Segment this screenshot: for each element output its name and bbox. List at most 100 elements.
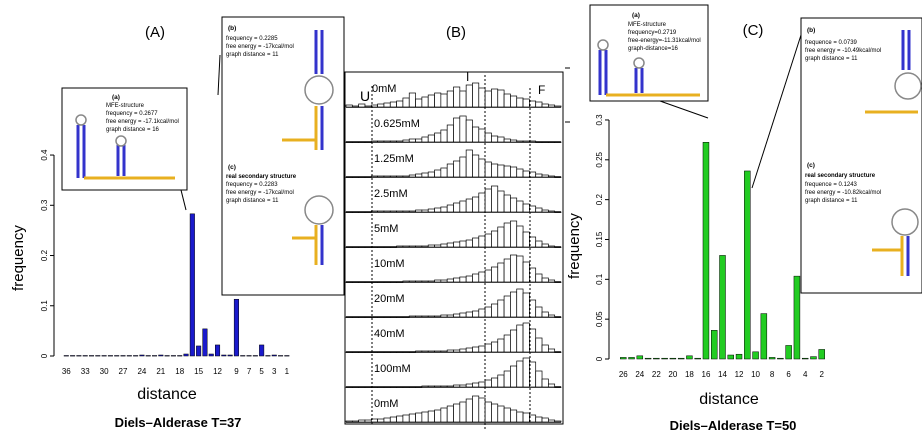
histogram-bar <box>358 419 366 423</box>
histogram-bar <box>541 174 549 178</box>
bar <box>215 344 221 357</box>
y-tick-label: 0.25 <box>595 151 604 167</box>
histogram-bar <box>465 119 473 143</box>
histogram-bar <box>459 384 467 388</box>
x-tick-label: 16 <box>702 370 711 379</box>
histogram-bar <box>478 308 486 318</box>
histogram-bar <box>364 176 372 178</box>
histogram-bar <box>421 209 429 213</box>
histogram-bar <box>351 141 359 143</box>
histogram-bar <box>497 338 505 353</box>
x-tick-label: 10 <box>751 370 760 379</box>
histogram-bar <box>541 344 549 353</box>
histogram-bar <box>415 173 423 178</box>
histogram-bar <box>440 129 448 143</box>
histogram-bar <box>408 351 416 353</box>
histogram-bar <box>389 351 397 353</box>
histogram-bar <box>541 378 549 388</box>
histogram-bar <box>408 174 416 178</box>
histogram-bar <box>408 245 416 248</box>
bar <box>694 357 701 360</box>
bar <box>221 354 227 357</box>
bar <box>785 345 792 360</box>
histogram-bar <box>472 154 480 178</box>
bar <box>145 355 151 357</box>
histogram-bar <box>345 246 353 248</box>
bar <box>284 355 290 357</box>
x-tick-label: 24 <box>635 370 644 379</box>
bar <box>653 357 660 360</box>
histogram-bar <box>351 281 359 283</box>
histogram-bar <box>478 128 486 143</box>
histogram-bar <box>434 315 442 318</box>
histogram-bar <box>345 104 353 108</box>
histogram-bar <box>459 312 467 318</box>
panel-a-bars <box>63 213 290 357</box>
histogram-bar <box>427 410 435 423</box>
inset-a-line-3: free energy = -17.1kcal/mol <box>106 119 179 125</box>
histogram-bar <box>427 315 435 318</box>
histogram-bar <box>465 311 473 318</box>
inset-c-c-line-1: real secondary structure <box>805 173 876 179</box>
histogram-bar <box>364 351 372 353</box>
histogram-bar <box>396 100 404 108</box>
panel-a-y-axis: 0 0.1 0.2 0.3 0.4 <box>40 149 55 358</box>
histogram-bar <box>427 385 435 388</box>
histogram-bar <box>421 136 429 143</box>
histogram-bar <box>535 207 543 213</box>
histogram-bar <box>383 246 391 248</box>
marker-i: I <box>466 70 469 84</box>
histogram-bar <box>446 385 454 388</box>
histogram-bar <box>459 156 467 178</box>
x-tick-label: 3 <box>272 367 277 376</box>
histogram-bar <box>554 281 562 283</box>
histogram-bar <box>453 202 461 213</box>
y-tick-label: 0 <box>40 353 49 358</box>
panel-c-xlabel: distance <box>699 391 759 408</box>
histogram-bar <box>529 267 537 283</box>
bar <box>744 170 751 360</box>
x-tick-label: 14 <box>718 370 727 379</box>
histogram-bar <box>453 86 461 108</box>
histogram-bar <box>402 316 410 318</box>
panel-b-rows: 0mM 0.625mM 1.25mM 2.5mM 5mM 10mM 20mM 40mM 100m… <box>345 82 562 423</box>
histogram-bar <box>408 280 416 283</box>
bar <box>139 354 145 357</box>
histogram-bar <box>421 315 429 318</box>
histogram-bar <box>408 92 416 108</box>
histogram-bar <box>478 235 486 248</box>
histogram-bar <box>434 385 442 388</box>
histogram-bar <box>478 192 486 213</box>
histogram-bar <box>427 280 435 283</box>
histogram-bar <box>472 273 480 283</box>
histogram-bar <box>389 210 397 213</box>
histogram-bar <box>535 370 543 388</box>
histogram-bar <box>446 124 454 143</box>
y-tick-label: 0.2 <box>595 194 604 206</box>
histogram-bar <box>396 386 404 388</box>
histogram-bar <box>554 316 562 318</box>
histogram-bar <box>503 334 511 353</box>
histogram-bar <box>541 277 549 283</box>
histogram-bar <box>396 210 404 213</box>
histogram-bar <box>377 316 385 318</box>
histogram-bar <box>402 280 410 283</box>
histogram-bar <box>554 246 562 248</box>
bar <box>76 355 82 357</box>
histogram-bar <box>351 351 359 353</box>
histogram-bar <box>377 351 385 353</box>
histogram-bar <box>383 351 391 353</box>
bar <box>669 357 677 360</box>
histogram-bar <box>427 94 435 108</box>
histogram-bar <box>459 115 467 143</box>
bar <box>719 255 726 360</box>
bar <box>777 357 784 360</box>
histogram-bar <box>440 385 448 388</box>
histogram-bar <box>345 351 353 353</box>
histogram-bar <box>389 416 397 423</box>
histogram-bar <box>364 386 372 388</box>
histogram-bar <box>522 231 530 248</box>
histogram-bar <box>503 222 511 248</box>
histogram-bar <box>484 379 492 388</box>
histogram-bar <box>377 175 385 178</box>
